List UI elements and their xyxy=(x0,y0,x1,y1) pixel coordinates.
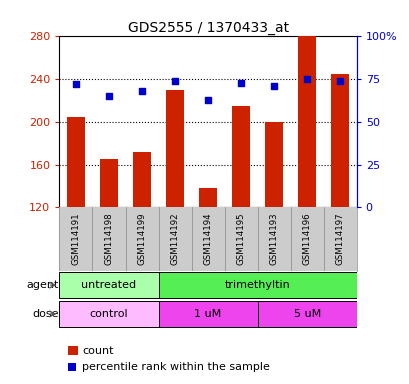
Point xyxy=(204,97,211,103)
Bar xyxy=(158,272,356,298)
Bar xyxy=(100,159,118,207)
Text: untreated: untreated xyxy=(81,280,136,290)
Title: GDS2555 / 1370433_at: GDS2555 / 1370433_at xyxy=(127,22,288,35)
Point xyxy=(303,76,310,82)
Text: GSM114197: GSM114197 xyxy=(335,212,344,265)
Bar xyxy=(67,117,85,207)
Text: GSM114198: GSM114198 xyxy=(104,212,113,265)
Text: GSM114194: GSM114194 xyxy=(203,212,212,265)
Bar xyxy=(166,90,184,207)
Bar xyxy=(264,122,283,207)
Text: agent: agent xyxy=(26,280,58,290)
Point xyxy=(106,93,112,99)
Point xyxy=(171,78,178,84)
Text: GSM114193: GSM114193 xyxy=(269,212,278,265)
Text: trimethyltin: trimethyltin xyxy=(224,280,290,290)
Text: GSM114195: GSM114195 xyxy=(236,212,245,265)
Text: count: count xyxy=(82,346,113,356)
Text: 1 uM: 1 uM xyxy=(194,309,221,319)
Bar xyxy=(59,272,158,298)
Text: 5 uM: 5 uM xyxy=(293,309,320,319)
Text: GSM114199: GSM114199 xyxy=(137,212,146,265)
Text: GSM114192: GSM114192 xyxy=(170,212,179,265)
Bar xyxy=(330,74,348,207)
Bar xyxy=(158,301,257,327)
Text: GSM114196: GSM114196 xyxy=(302,212,311,265)
Point xyxy=(270,83,277,89)
Bar xyxy=(231,106,249,207)
Bar xyxy=(198,188,217,207)
Point xyxy=(237,79,244,86)
Bar xyxy=(59,301,158,327)
Text: GSM114191: GSM114191 xyxy=(71,212,80,265)
Text: control: control xyxy=(90,309,128,319)
Bar xyxy=(257,301,356,327)
Bar xyxy=(133,152,151,207)
Text: dose: dose xyxy=(32,309,58,319)
Point xyxy=(138,88,145,94)
Bar xyxy=(297,36,315,207)
Point xyxy=(72,81,79,88)
Text: percentile rank within the sample: percentile rank within the sample xyxy=(82,362,269,372)
Point xyxy=(336,78,343,84)
